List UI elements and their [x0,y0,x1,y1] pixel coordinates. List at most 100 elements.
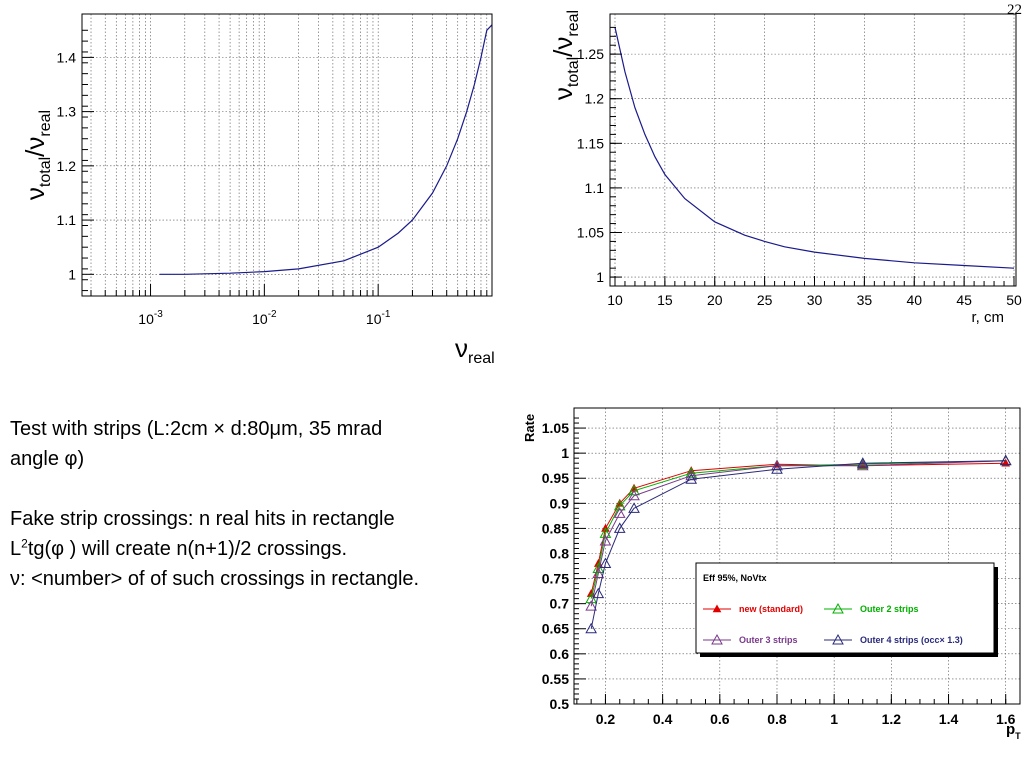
legend: Eff 95%, NoVtx new (standard) Outer 2 str… [695,562,998,657]
data-point [592,567,605,579]
x-tick-label: 10-1 [366,309,391,327]
plot-frame [609,13,1017,287]
x-tick-label: 15 [657,292,673,308]
data-point [599,527,612,538]
y-tick-label: 0.5 [550,696,570,712]
x-tick-label: 50 [1006,292,1022,308]
data-point [771,463,783,474]
x-axis-label: pT [1006,721,1021,741]
x-tick-label: 30 [807,292,823,308]
y-tick-label: 0.8 [550,545,570,561]
data-point [685,467,698,478]
x-tick-label: 1.4 [939,711,959,727]
y-tick-label: 1.2 [585,91,605,107]
legend-label: new (standard) [739,604,803,614]
y-tick-label: 0.75 [542,571,569,587]
y-tick-label: 1.4 [57,49,77,65]
series [159,24,493,275]
legend-entry: Outer 3 strips [703,633,798,645]
grid [610,14,1016,286]
chart-rate-vs-pt: 0.2 0.4 0.6 0.8 1 1.2 1.4 1.6 0.5 0.55 0.6 0.65 0.7 0… [522,407,1021,741]
grid [82,14,493,296]
y-tick-label: 0.95 [542,470,569,486]
data-point [856,457,869,468]
series-line [159,24,493,275]
data-point [613,507,626,518]
axis-ticks: 0.2 0.4 0.6 0.8 1 1.2 1.4 1.6 0.5 0.55 0.6 0.65 0.7 0… [542,417,1016,727]
x-tick-label: 0.6 [710,711,730,727]
y-tick-label: 0.55 [542,671,569,687]
data-point [628,484,640,496]
grid [574,408,1020,705]
legend-label: Outer 4 strips (occ× 1.3) [860,635,963,645]
y-tick-label: 1.15 [577,135,604,151]
series [614,27,1015,269]
legend-entry: Outer 4 strips (occ× 1.3) [824,633,963,645]
legend-title: Eff 95%, NoVtx [703,573,767,583]
x-tick-label: 1 [830,711,838,727]
y-tick-label: 1.05 [577,224,604,240]
data-point [685,473,698,484]
y-tick-label: 0.65 [542,621,569,637]
series [585,454,1012,634]
legend-marker [712,604,722,613]
text-line: Test with strips (L:2cm × d:80μm, 35 mra… [10,418,383,440]
legend-label: Outer 2 strips [860,604,919,614]
legend-entries: new (standard) Outer 2 strips Outer 3 stri… [703,602,963,645]
text-line: ν: <number> of of such crossings in rect… [10,568,420,590]
plot-frame [573,407,1021,705]
legend-marker [832,602,844,614]
y-tick-label: 1.1 [57,212,77,228]
data-point [999,454,1012,466]
data-point [628,502,640,513]
legend-marker [832,633,844,645]
data-point [585,592,598,604]
text-line: L2tg(φ ) will create n(n+1)/2 crossings. [10,536,348,560]
data-point [599,534,612,546]
data-point [856,459,869,471]
chart-nu-ratio-vs-nu-real: 1 1.1 1.2 1.3 1.4 10-3 10-2 10-1 νtotal/νreal ν… [20,13,495,367]
data-point [585,600,598,611]
data-point [628,489,640,501]
text-line: Fake strip crossings: n real hits in rec… [10,508,395,530]
y-tick-label: 0.9 [550,495,570,511]
data-point [599,557,612,569]
y-tick-label: 1 [596,269,604,285]
x-tick-label: 10-2 [252,309,277,327]
x-axis-label: r, cm [972,309,1005,326]
legend-entry: Outer 2 strips [824,602,919,614]
data-point [585,622,598,634]
legend-entry: new (standard) [703,604,803,614]
data-point [613,499,626,511]
series-line [590,460,1006,629]
x-tick-label: 0.4 [653,711,673,727]
x-tick-label: 45 [956,292,972,308]
text-line: angle φ) [10,448,85,470]
x-tick-label: 0.8 [767,711,787,727]
axis-ticks: 10 15 20 25 30 35 40 45 50 1 1.05 1.1 1.15 1.2 1.25 [577,26,1022,308]
x-tick-label: 10 [607,292,623,308]
y-tick-label: 0.85 [542,520,569,536]
data-point [592,587,605,599]
series-line [614,27,1015,269]
y-tick-label: 1.2 [57,158,77,174]
plot-frame [81,13,493,297]
y-tick-label: 0.7 [550,596,570,612]
y-tick-label: 1 [68,266,76,282]
y-axis-label: Rate [522,414,537,442]
y-tick-label: 1.25 [577,46,604,62]
x-tick-label: 20 [707,292,723,308]
series-4 [585,454,1012,634]
x-tick-label: 35 [857,292,873,308]
axis-ticks: 1 1.1 1.2 1.3 1.4 10-3 10-2 10-1 [57,29,493,327]
x-tick-label: 40 [906,292,922,308]
y-tick-label: 1.3 [57,104,77,120]
x-tick-label: 1.2 [882,711,902,727]
y-tick-label: 1.05 [542,420,569,436]
x-tick-label: 1.6 [996,711,1016,727]
y-tick-label: 1 [561,445,569,461]
y-axis-label: νtotal/νreal [548,10,582,100]
x-axis-label: νreal [455,333,495,367]
x-tick-label: 25 [757,292,773,308]
legend-marker [711,633,723,645]
